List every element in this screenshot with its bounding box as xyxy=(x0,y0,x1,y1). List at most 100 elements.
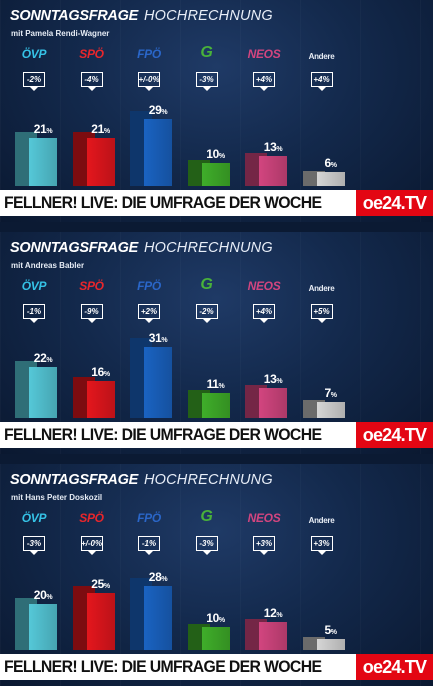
change-badge-pointer xyxy=(317,87,326,91)
chart-title-suffix: HOCHRECHNUNG xyxy=(143,8,273,24)
footer-text: FELLNER! LIVE: DIE UMFRAGE DER WOCHE xyxy=(4,425,322,444)
change-badge-pointer xyxy=(145,319,153,323)
value-number: 28 xyxy=(148,569,162,584)
change-badge-1: -4% xyxy=(80,72,103,87)
bar-3 xyxy=(201,392,230,418)
value-label-2: 29% xyxy=(138,103,178,117)
change-badge-0: -1% xyxy=(23,304,45,319)
value-number: 31 xyxy=(148,330,162,345)
value-label-5: 6% xyxy=(311,156,351,170)
chart-subtitle: mit Pamela Rendi-Wagner xyxy=(11,29,110,38)
change-badge-pointer xyxy=(260,87,268,91)
party-logo-4: NEOS xyxy=(247,47,281,61)
footer-banner: FELLNER! LIVE: DIE UMFRAGE DER WOCHE oe24… xyxy=(0,654,433,680)
bar-5 xyxy=(316,172,345,186)
bar-0 xyxy=(29,367,57,418)
change-badge-pointer xyxy=(87,319,96,323)
panel-heading: SONNTAGSFRAGE HOCHRECHNUNG xyxy=(10,7,273,25)
party-logo-0: ÖVP xyxy=(21,511,47,525)
chart-subtitle: mit Andreas Babler xyxy=(11,261,85,270)
chart-title: SONNTAGSFRAGE xyxy=(10,472,138,488)
value-label-5: 5% xyxy=(311,623,351,637)
bar-2 xyxy=(144,585,172,650)
party-logo-1: SPÖ xyxy=(79,279,104,293)
bar-2 xyxy=(144,346,172,418)
percent-sign: % xyxy=(161,336,168,344)
value-label-0: 20% xyxy=(23,588,63,602)
change-badge-pointer xyxy=(30,87,38,91)
party-logo-4: NEOS xyxy=(247,511,281,525)
party-logo-3: G xyxy=(200,276,213,293)
footer-banner: FELLNER! LIVE: DIE UMFRAGE DER WOCHE oe24… xyxy=(0,190,433,216)
change-badge-pointer xyxy=(145,87,153,91)
chart-title-suffix: HOCHRECHNUNG xyxy=(143,472,273,488)
percent-sign: % xyxy=(276,378,283,386)
change-badge-pointer xyxy=(202,319,211,323)
party-logo-4: NEOS xyxy=(247,279,281,293)
value-label-0: 21% xyxy=(23,122,63,136)
value-label-2: 28% xyxy=(138,570,178,584)
value-label-4: 13% xyxy=(253,372,293,386)
change-badge-5: +5% xyxy=(310,304,333,319)
percent-sign: % xyxy=(46,357,53,365)
value-number: 25 xyxy=(91,576,104,591)
poll-panel: SONNTAGSFRAGE HOCHRECHNUNG mit Andreas Bab… xyxy=(0,232,433,454)
change-badge-3: -3% xyxy=(195,536,218,551)
value-label-4: 12% xyxy=(253,606,293,620)
value-number: 10 xyxy=(206,611,219,625)
percent-sign: % xyxy=(103,127,110,135)
value-label-0: 22% xyxy=(23,351,63,365)
percent-sign: % xyxy=(103,582,110,590)
poll-panel: SONNTAGSFRAGE HOCHRECHNUNG mit Hans Peter … xyxy=(0,464,433,686)
bar-1 xyxy=(86,381,115,418)
value-label-2: 31% xyxy=(138,331,178,345)
value-label-1: 21% xyxy=(81,122,121,136)
value-number: 13 xyxy=(263,140,277,155)
oe24-logo: oe24.TV xyxy=(356,190,433,216)
bar-0 xyxy=(29,604,57,650)
change-badge-4: +3% xyxy=(253,536,275,551)
value-number: 13 xyxy=(263,372,277,387)
change-badge-pointer xyxy=(87,551,96,555)
poll-panel: SONNTAGSFRAGE HOCHRECHNUNG mit Pamela Rend… xyxy=(0,0,433,222)
percent-sign: % xyxy=(46,127,53,135)
change-badge-pointer xyxy=(260,319,268,323)
oe24-logo: oe24.TV xyxy=(356,422,433,448)
value-number: 11 xyxy=(206,376,219,391)
change-badge-5: +3% xyxy=(310,536,333,551)
bar-4 xyxy=(259,156,287,186)
value-number: 20 xyxy=(33,588,47,602)
percent-sign: % xyxy=(330,628,337,636)
percent-sign: % xyxy=(276,146,283,154)
value-label-3: 11% xyxy=(196,377,236,391)
bar-5 xyxy=(316,401,345,418)
party-logo-5: Andere xyxy=(308,284,335,293)
party-logo-0: ÖVP xyxy=(21,47,47,61)
change-badge-1: -9% xyxy=(80,304,103,319)
percent-sign: % xyxy=(330,391,337,399)
oe24-logo: oe24.TV xyxy=(356,654,433,680)
change-badge-2: -1% xyxy=(138,536,160,551)
change-badge-2: +/-0% xyxy=(138,72,160,87)
value-number: 21 xyxy=(91,121,104,136)
change-badge-pointer xyxy=(87,87,96,91)
value-number: 12 xyxy=(263,606,277,621)
party-logo-5: Andere xyxy=(308,52,335,61)
chart-title: SONNTAGSFRAGE xyxy=(10,240,138,256)
party-logo-0: ÖVP xyxy=(21,279,47,293)
bar-3 xyxy=(201,627,230,650)
percent-sign: % xyxy=(103,371,110,379)
value-number: 7 xyxy=(324,385,331,400)
bar-5 xyxy=(316,638,345,650)
value-number: 22 xyxy=(33,351,47,366)
percent-sign: % xyxy=(330,162,337,170)
change-badge-2: +2% xyxy=(138,304,160,319)
change-badge-3: -3% xyxy=(195,72,218,87)
bar-4 xyxy=(259,388,287,418)
party-logo-5: Andere xyxy=(308,516,335,525)
value-label-1: 25% xyxy=(81,577,121,591)
change-badge-0: -2% xyxy=(23,72,45,87)
footer-banner: FELLNER! LIVE: DIE UMFRAGE DER WOCHE oe24… xyxy=(0,422,433,448)
bar-2 xyxy=(144,119,172,186)
